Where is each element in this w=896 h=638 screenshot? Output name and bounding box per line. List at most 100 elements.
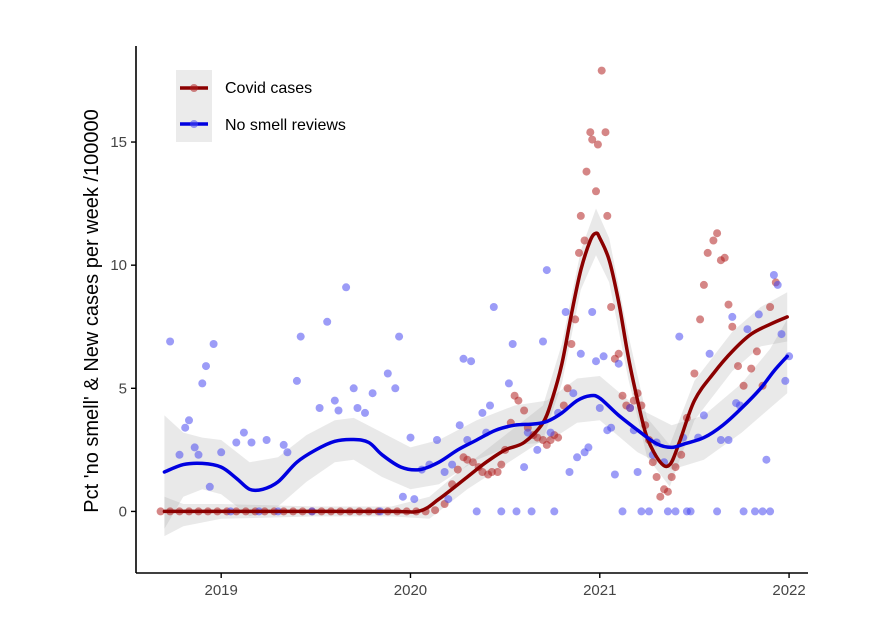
point-no-smell-reviews [361,408,369,417]
point-covid-cases [614,349,623,358]
legend-item-no-smell-reviews: No smell reviews [180,117,346,134]
point-covid-cases [156,507,165,516]
point-covid-cases [607,303,616,311]
point-no-smell-reviews [283,448,292,457]
legend: Covid cases No smell reviews [176,70,346,142]
point-no-smell-reviews [489,303,498,311]
y-ticks: 0 5 10 15 [110,134,136,520]
point-covid-cases [652,473,661,481]
point-covid-cases [593,140,602,149]
point-covid-cases [703,248,712,257]
point-no-smell-reviews [584,443,593,452]
point-no-smell-reviews [467,357,476,366]
smooth-lines [162,231,789,514]
point-no-smell-reviews [292,376,301,385]
point-no-smell-reviews [773,280,782,289]
point-covid-cases [597,66,606,75]
point-covid-cases [667,473,676,481]
point-no-smell-reviews [323,317,332,326]
point-covid-cases [575,248,583,257]
point-no-smell-reviews [262,436,271,444]
point-no-smell-reviews [194,450,203,459]
point-no-smell-reviews [455,421,464,430]
point-no-smell-reviews [618,507,627,516]
point-no-smell-reviews [663,507,672,516]
point-no-smell-reviews [383,369,392,378]
point-no-smell-reviews [334,406,343,415]
point-no-smell-reviews [198,379,207,388]
point-no-smell-reviews [675,332,684,341]
point-covid-cases [699,280,708,289]
x-axis: 2019 2020 2021 2022 [136,572,808,599]
point-no-smell-reviews [713,507,722,516]
point-no-smell-reviews [769,271,778,279]
point-no-smell-reviews [751,507,759,516]
point-no-smell-reviews [296,332,305,341]
point-no-smell-reviews [342,283,351,292]
point-no-smell-reviews [486,401,494,410]
point-covid-cases [766,303,775,311]
point-covid-cases [739,381,748,390]
point-covid-cases [520,406,529,415]
point-covid-cases [580,236,589,245]
point-no-smell-reviews [671,507,680,516]
y-tick-label: 0 [119,503,127,520]
point-covid-cases [747,364,756,373]
x-ticks: 2019 2020 2021 2022 [204,573,806,599]
point-no-smell-reviews [626,404,635,412]
point-no-smell-reviews [368,389,377,398]
point-covid-cases [601,128,610,137]
point-covid-cases [563,384,572,393]
point-covid-cases [728,322,737,331]
point-no-smell-reviews [166,337,175,346]
point-covid-cases [663,487,672,496]
point-no-smell-reviews [472,507,481,516]
point-no-smell-reviews [588,308,597,316]
y-tick-label: 10 [110,257,127,274]
point-no-smell-reviews [777,330,786,339]
point-covid-cases [567,340,576,348]
point-no-smell-reviews [279,440,288,449]
y-axis: 0 5 10 15 [110,46,137,573]
legend-item-covid-cases: Covid cases [180,80,312,97]
point-no-smell-reviews [728,312,737,321]
point-no-smell-reviews [209,340,218,348]
point-no-smell-reviews [527,507,536,516]
point-no-smell-reviews [533,445,542,454]
point-covid-cases [554,433,563,442]
legend-key-nosmell-point [190,120,198,128]
point-covid-cases [709,236,718,245]
point-covid-cases [468,458,477,467]
point-no-smell-reviews [633,468,642,476]
point-covid-cases [592,187,600,196]
point-no-smell-reviews [504,379,513,388]
legend-background [176,70,212,142]
point-no-smell-reviews [766,507,775,516]
x-tick-label: 2021 [583,582,616,599]
x-tick-label: 2020 [394,582,427,599]
point-no-smell-reviews [595,404,604,412]
point-no-smell-reviews [232,438,241,447]
point-covid-cases [586,128,595,137]
point-covid-cases [582,167,591,176]
point-covid-cases [493,468,502,476]
point-no-smell-reviews [497,507,506,516]
point-no-smell-reviews [512,507,521,516]
point-no-smell-reviews [743,325,752,334]
point-no-smell-reviews [395,332,404,341]
point-no-smell-reviews [599,352,608,361]
x-tick-label: 2019 [204,582,237,599]
point-covid-cases [559,401,568,410]
point-no-smell-reviews [353,404,362,412]
point-no-smell-reviews [754,310,763,319]
point-no-smell-reviews [205,482,214,491]
point-no-smell-reviews [410,495,419,504]
point-no-smell-reviews [542,266,551,275]
point-no-smell-reviews [349,384,358,393]
point-covid-cases [514,396,523,405]
point-no-smell-reviews [724,436,733,444]
point-covid-cases [720,253,729,262]
point-no-smell-reviews [762,455,771,464]
point-no-smell-reviews [576,349,585,358]
